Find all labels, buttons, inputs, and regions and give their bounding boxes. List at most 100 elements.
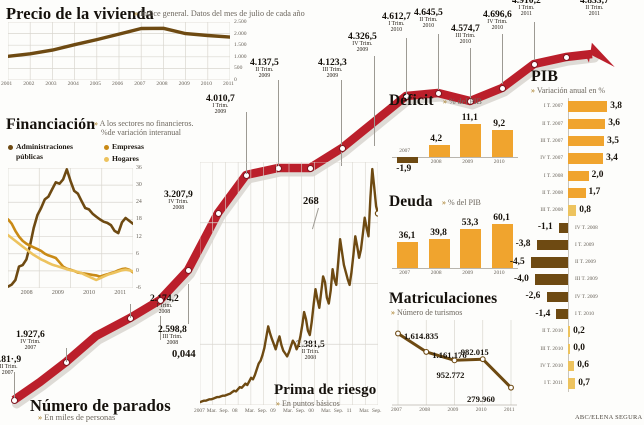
- housing-y-tick: 2.000: [234, 30, 247, 37]
- gdp-value-3: 3,4: [606, 152, 618, 163]
- gdp-row-label-2: III T. 2007: [540, 138, 563, 145]
- risk-x-tick: Mar.: [206, 408, 217, 414]
- housing-x-tick: 2005: [89, 81, 101, 87]
- risk-x-tick: 11: [346, 408, 352, 414]
- gdp-value-13: 0,2: [573, 325, 585, 336]
- unemployment-point-marker: [338, 144, 346, 152]
- gdp-value-11: -2,6: [525, 291, 541, 302]
- housing-x-tick: 2004: [67, 81, 79, 87]
- gdp-row-label-8: I T. 2009: [575, 241, 595, 248]
- bar-2008: [428, 144, 450, 158]
- financing-chart: [6, 167, 135, 289]
- callout-period: IV Trim.: [352, 40, 373, 47]
- debt-subtitle-text: % del PIB: [448, 198, 481, 207]
- registrations-label-1: 1.161.176: [432, 349, 467, 360]
- callout-leader: [502, 34, 503, 84]
- callout-period: III Trim.: [322, 66, 343, 73]
- gdp-row-label-15: IV T. 2010: [540, 362, 563, 369]
- callout-leader: [341, 80, 342, 166]
- callout-year: 2008: [166, 339, 179, 346]
- callout-value: 1.81·,9: [0, 354, 22, 365]
- callout-leader: [470, 48, 471, 98]
- bar-value-2007: -1,9: [396, 164, 412, 174]
- callout-value: 4.833,7: [580, 0, 609, 6]
- financing-sub-mark: »: [94, 119, 98, 128]
- gdp-bar-9: [530, 257, 568, 268]
- gdp-row-label-9: II T. 2009: [575, 259, 596, 266]
- bar-2009: [460, 228, 482, 268]
- gdp-bar-14: [568, 343, 571, 355]
- bar-2010: [491, 129, 513, 158]
- registrations-subtitle-text: Número de turismos: [397, 308, 463, 317]
- callout-year: 2007: [24, 344, 37, 351]
- arrow-head: [583, 42, 615, 68]
- unemployment-callout: 4.123,3 III Trim. 2009: [318, 58, 347, 80]
- housing-x-tick: 2003: [45, 81, 57, 87]
- bar-year-2009: 2009: [462, 159, 474, 166]
- gdp-value-5: 1,7: [588, 187, 601, 198]
- unemployment-callout: 2.598,8 III Trim. 2008: [158, 325, 187, 347]
- financing-y-tick: 0: [136, 267, 139, 274]
- financing-x-tick: 2011: [114, 290, 127, 296]
- registrations-point: [451, 357, 458, 364]
- gdp-row-label-11: IV T. 2009: [575, 293, 598, 300]
- registrations-year-1: 2008: [419, 407, 431, 413]
- housing-x-tick: 2009: [178, 81, 190, 87]
- deficit-subtitle-text: % del PIB: [449, 97, 482, 106]
- risk-x-tick: Sep.: [257, 408, 267, 414]
- housing-section: Precio de la vivienda: [6, 4, 154, 24]
- unemployment-point-marker: [184, 266, 192, 274]
- debt-title: Deuda: [389, 193, 433, 210]
- risk-premium-subtitle: » En puntos básicos: [276, 399, 340, 408]
- gdp-bar-12: [556, 309, 568, 320]
- risk-x-tick: Mar.: [359, 408, 370, 414]
- chart-canvas: [6, 167, 135, 289]
- callout-period: I Trim.: [212, 102, 229, 109]
- unemployment-point-marker: [562, 53, 570, 61]
- risk-premium-end-label: 268: [303, 196, 319, 207]
- risk-premium-line: [198, 167, 380, 404]
- callout-leader: [374, 56, 375, 146]
- debt-chart: 36,1 2007 39,8 2008 53,3 2009 60,1 2010: [392, 210, 518, 280]
- callout-period: IV Trim.: [168, 198, 189, 205]
- callout-year: 2009: [214, 108, 227, 115]
- gdp-zero-axis: [568, 98, 569, 393]
- callout-year: 2011: [588, 10, 601, 17]
- callout-leader: [438, 34, 439, 90]
- bar-2007: [397, 241, 419, 268]
- unemployment-callout: 3.207,9 IV Trim. 2008: [164, 190, 193, 212]
- housing-x-tick: 2001: [1, 81, 13, 87]
- registrations-label-0: 1.614.835: [404, 331, 439, 342]
- financing-subtitle-line1: A los sectores no financieros.: [99, 119, 194, 128]
- financing-x-tick: 2009: [51, 290, 64, 296]
- gdp-value-2: 3,5: [607, 135, 619, 146]
- gdp-bar-6: [568, 205, 577, 216]
- risk-x-tick: Mar.: [244, 408, 255, 414]
- financing-y-tick: 36: [136, 165, 142, 171]
- financing-x-tick: 2010: [83, 290, 96, 296]
- housing-x-tick: 2008: [156, 81, 168, 87]
- gdp-value-6: 0,8: [579, 204, 591, 215]
- unemployed-title: Número de parados: [30, 396, 171, 415]
- unemployment-point-marker: [530, 60, 538, 68]
- gdp-bar-1: [568, 118, 606, 130]
- callout-value: 3.207,9: [164, 189, 193, 200]
- bar-2008: [428, 238, 450, 268]
- callout-leader: [14, 372, 15, 398]
- unemployment-callout: 4.833,7 II Trim. 2011: [580, 0, 609, 18]
- financing-title: Financiación: [6, 116, 96, 133]
- callout-leader: [188, 284, 189, 324]
- gdp-row-label-6: III T. 2008: [540, 207, 563, 214]
- bar-value-2008: 4,2: [430, 133, 443, 144]
- callout-year: 2010: [459, 38, 472, 45]
- gdp-row-label-5: II T. 2008: [542, 189, 563, 196]
- bar-value-2007: 36,1: [398, 230, 416, 241]
- housing-y-tick: 2.500: [234, 19, 247, 25]
- financing-y-tick: 30: [136, 182, 142, 189]
- financing-subtitle-line2: %de variación interanual: [101, 128, 181, 137]
- callout-value: 4.326,5: [348, 31, 377, 42]
- gdp-value-0: 3,8: [610, 100, 622, 111]
- callout-year: 2011: [520, 10, 533, 17]
- callout-leader: [66, 348, 67, 362]
